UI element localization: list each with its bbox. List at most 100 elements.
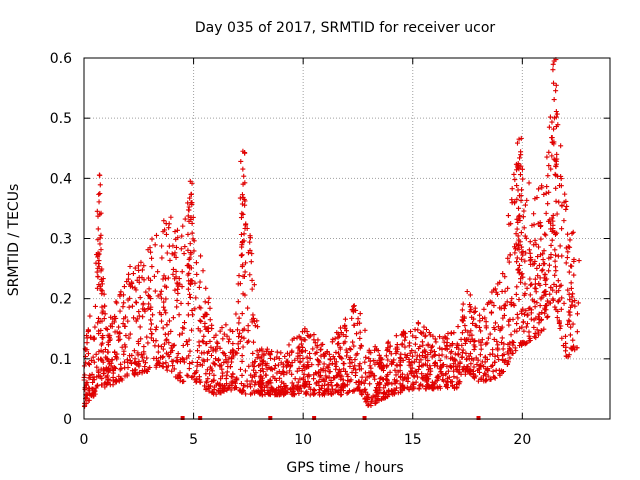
data-point [507,348,513,354]
data-point [314,371,320,377]
data-point [148,321,154,327]
data-point [559,202,565,208]
data-point [524,285,530,291]
data-point [235,327,240,333]
data-point [201,333,207,339]
data-point [121,284,127,290]
data-point [92,388,98,394]
data-point [478,328,484,334]
data-point [122,323,128,329]
data-point [465,329,471,335]
data-point [519,244,525,250]
data-point [173,244,179,250]
data-point [168,328,174,334]
data-point [482,354,488,360]
data-point [542,277,548,283]
data-point [186,207,192,213]
data-point [397,362,403,368]
data-point [534,265,540,271]
data-point [532,258,538,264]
data-point [501,351,507,357]
data-point [484,367,490,373]
data-point [249,286,255,292]
data-point [420,383,426,389]
data-point [499,369,505,375]
data-point [239,242,245,248]
data-point [226,385,232,391]
data-point [516,296,522,302]
y-tick-label: 0 [63,412,72,428]
data-point [237,366,243,372]
data-point [223,353,229,359]
data-point [497,372,503,378]
data-point [413,335,419,341]
data-point [534,327,540,333]
data-point [160,346,166,352]
data-point [302,383,308,389]
data-point [291,336,297,342]
data-point [168,349,174,355]
data-point [280,364,286,370]
data-point [172,276,178,282]
data-point [535,314,541,320]
data-point [532,276,538,282]
data-point [546,300,552,306]
data-point [182,320,188,326]
data-point [120,304,126,310]
data-point [198,305,204,311]
y-tick-label: 0.6 [50,51,72,67]
data-point [520,214,526,220]
data-point [451,374,457,380]
data-point [212,362,218,368]
data-point [127,358,133,364]
data-point [177,370,183,376]
data-point [448,331,454,337]
data-point [84,333,90,339]
data-point [368,369,374,375]
data-point [402,352,408,358]
data-point [91,359,97,365]
data-point [550,67,556,73]
data-point [556,297,562,303]
data-point [477,363,483,369]
data-point [96,264,102,270]
data-point [311,376,317,382]
data-point [471,375,477,381]
data-point [457,360,463,366]
data-point [241,335,247,341]
data-point [554,156,560,162]
data-point [97,172,103,178]
data-point [467,304,473,310]
data-point [144,334,150,340]
data-point [244,378,250,384]
data-point [408,329,414,335]
data-point [158,288,164,294]
data-point [155,349,161,355]
data-point [421,349,427,355]
data-point [349,315,355,321]
data-point [549,119,555,125]
data-point [412,349,418,355]
data-point [148,335,154,341]
data-point [84,382,90,388]
data-point [118,375,124,381]
data-point [221,384,227,390]
data-point [138,336,144,342]
data-point [296,333,302,339]
data-point [516,162,522,168]
y-tick-label: 0.3 [50,232,72,248]
data-point [118,289,124,295]
data-point [406,343,412,349]
data-point [99,291,105,297]
data-point [96,349,102,355]
data-point [155,293,161,299]
data-point [546,189,552,195]
data-point [551,126,557,132]
data-point [203,285,209,291]
data-point [224,369,230,375]
data-point [406,386,412,392]
data-point [366,355,372,361]
data-point [278,387,284,393]
data-point [567,309,573,315]
data-point [116,378,122,384]
